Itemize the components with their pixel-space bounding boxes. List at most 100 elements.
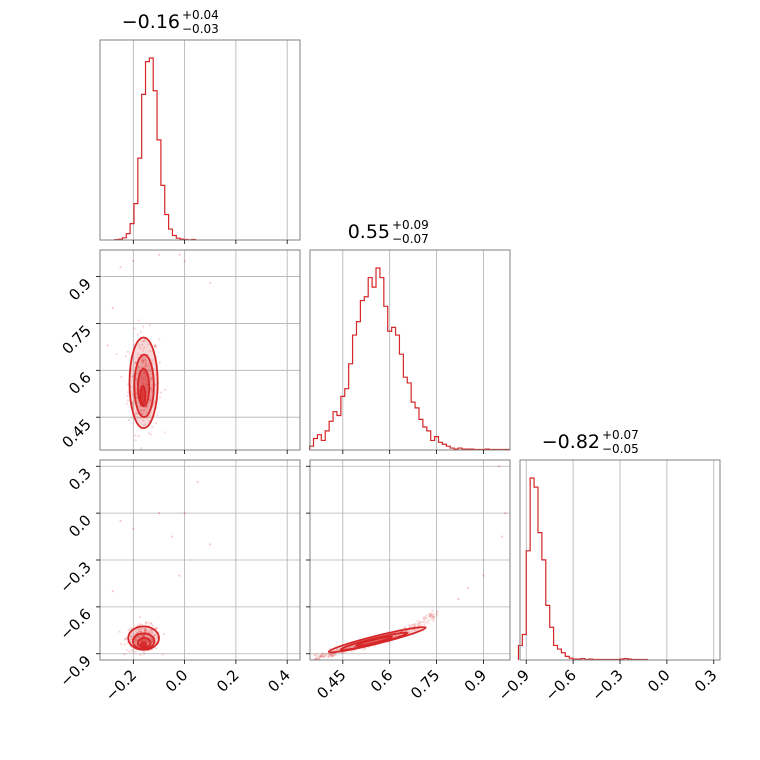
pair-3-1-sample-point [138, 628, 141, 631]
pair-3-2-sample-point [320, 653, 323, 656]
pair-3-2-outlier-point [482, 574, 485, 577]
pair-2-1-sample-point [142, 360, 145, 363]
pair-3-1-sample-point [150, 622, 153, 626]
pair-3-1-scatter [111, 480, 212, 660]
pair-2-1-sample-point [137, 434, 140, 438]
diag-3-bin [530, 478, 534, 660]
pair-2-1-sample-point [134, 361, 137, 364]
pair-3-1-sample-point [142, 634, 145, 637]
pair-2-1-sample-point [140, 378, 143, 382]
pair-3-2-sample-point [432, 615, 435, 618]
diag-2-bin [353, 335, 357, 450]
pair-3-2-sample-point [429, 615, 432, 618]
pair-2-1-sample-point [140, 376, 144, 379]
pair-2-1-sample-point [144, 362, 147, 366]
pair-3-2-sample-point [363, 647, 367, 650]
pair-3-1-sample-point [146, 629, 149, 633]
pair-3-1-outlier-point [209, 543, 212, 546]
pair-2-1-sample-point [141, 361, 145, 365]
pair-3-1-sample-point [134, 638, 137, 641]
pair-3-1-sample-point [145, 639, 149, 642]
diag-3-xtick-label: 0.0 [644, 666, 674, 696]
pair-3-2-sample-point [427, 613, 430, 616]
pair-3-2-sample-point [423, 616, 426, 619]
pair-2-1-sample-point [152, 403, 155, 406]
pair-3-1-sample-point [134, 637, 138, 640]
pair-3-2-sample-point [328, 654, 331, 657]
pair-2-1-contour-core [139, 385, 147, 406]
diag-1-title-minus: −0.03 [182, 22, 219, 36]
pair-3-1-sample-point [127, 628, 130, 632]
pair-3-2-sample-point [328, 652, 331, 655]
pair-2-1-ytick-label: 0.9 [65, 275, 95, 305]
pair-2-1-sample-point [139, 409, 142, 413]
pair-2-1-sample-point [137, 319, 140, 322]
pair-3-1-sample-point [129, 627, 132, 630]
pair-3-1-sample-point [151, 639, 154, 642]
pair-2-1-sample-point [127, 418, 130, 422]
diag-3-histogram-step [517, 477, 648, 661]
pair-2-1-sample-point [143, 340, 146, 343]
pair-3-2-sample-point [397, 634, 400, 637]
pair-2-1-sample-point [149, 433, 152, 436]
pair-2-1-sample-point [148, 369, 151, 372]
pair-2-1-sample-point [131, 375, 135, 378]
pair-3-2-sample-point [408, 630, 411, 634]
diag-2-bin [392, 327, 396, 450]
pair-3-1-sample-point [137, 630, 141, 633]
pair-2-1-sample-point [143, 371, 146, 375]
pair-3-1-sample-point [140, 639, 144, 642]
pair-2-1-sample-point [134, 361, 137, 364]
diag-2-bin [427, 431, 431, 450]
pair-3-1-sample-point [148, 636, 151, 639]
pair-3-1-sample-point [134, 637, 138, 640]
pair-3-2-sample-point [408, 624, 411, 627]
diag-1-histogram-step [114, 57, 197, 241]
pair-3-2-sample-point [436, 610, 439, 613]
pair-2-1-sample-point [145, 384, 148, 387]
pair-3-2-sample-point [419, 620, 422, 623]
pair-3-1-sample-point [123, 643, 126, 646]
pair-3-2-sample-point [332, 654, 335, 657]
pair-3-1-outlier-point [196, 480, 199, 483]
pair-3-1-sample-point [131, 635, 134, 638]
pair-2-1-sample-point [147, 362, 151, 366]
pair-3-2-sample-point [353, 645, 356, 648]
pair-3-1-sample-point [150, 632, 153, 635]
pair-3-2-sample-point [413, 629, 416, 632]
pair-3-2-sample-point [416, 623, 419, 626]
pair-2-1-sample-point [136, 396, 139, 399]
pair-2-1-sample-point [141, 383, 145, 386]
pair-2-1-sample-point [139, 428, 143, 431]
pair-2-1-outlier-point [183, 259, 186, 263]
pair-3-2-sample-point [413, 622, 416, 626]
pair-2-1-sample-point [145, 391, 148, 394]
diag-3-bin [522, 635, 526, 660]
pair-2-1-sample-point [144, 379, 147, 382]
pair-3-2-sample-point [432, 616, 435, 619]
diag-2-bin [337, 416, 341, 450]
pair-3-2-sample-point [313, 653, 316, 657]
diag-1-bin [138, 158, 142, 240]
pair-3-1-sample-point [120, 642, 123, 646]
pair-3-2-xtick-label: 0.75 [407, 666, 443, 702]
pair-2-1-sample-point [144, 383, 147, 386]
pair-3-2-sample-point [319, 654, 322, 658]
diag-2-bin [360, 301, 364, 450]
diag-2-bin [399, 354, 403, 450]
pair-3-1-outlier-point [178, 574, 181, 577]
pair-3-1-sample-point [143, 628, 147, 631]
pair-3-2-sample-point [435, 612, 439, 615]
pair-3-2-sample-point [432, 613, 435, 616]
diag-2-bin [446, 446, 450, 450]
pair-3-2-sample-point [404, 626, 407, 629]
pair-3-2-sample-point [319, 655, 322, 659]
pair-3-1-sample-point [142, 635, 145, 638]
pair-3-1-sample-point [125, 648, 128, 652]
pair-3-1-sample-point [134, 641, 138, 645]
pair-3-2-sample-point [424, 621, 427, 624]
diag-2-bin [384, 306, 388, 450]
pair-3-2-outlier-point [497, 465, 501, 468]
pair-3-1-sample-point [144, 629, 147, 632]
pair-2-1-sample-point [141, 360, 145, 363]
